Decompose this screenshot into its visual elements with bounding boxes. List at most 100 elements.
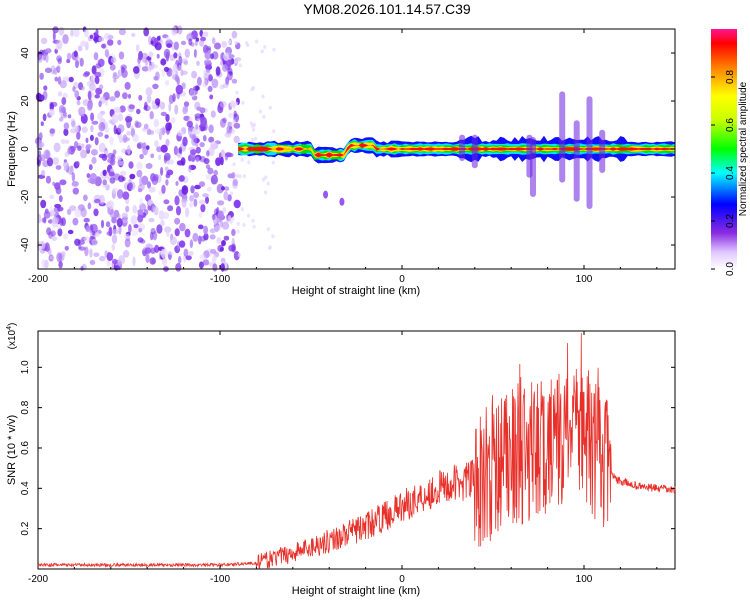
spectrogram-noise-blob xyxy=(44,208,49,214)
spectrogram-noise-blob xyxy=(160,58,167,66)
spectrogram-noise-blob xyxy=(203,72,209,82)
spectrogram-noise-blob xyxy=(172,93,176,103)
spectrogram-noise-blob xyxy=(165,36,171,41)
spectrogram-faint-blob xyxy=(264,190,268,195)
spectrogram-noise-blob xyxy=(177,130,184,137)
spectrogram-noise-blob xyxy=(87,202,92,210)
spectrogram-y-tick-label: 40 xyxy=(20,47,31,59)
colorbar-gradient xyxy=(711,29,737,269)
spectrogram-y-ticks: -40 -20 0 20 40 xyxy=(20,47,675,252)
spectrogram-noise-blob xyxy=(178,255,182,264)
spectrogram-noise-blob xyxy=(93,208,99,217)
spectrogram-noise-blob xyxy=(117,160,125,166)
spectrogram-x-tick-label: -100 xyxy=(210,274,230,285)
spectrogram-faint-blob xyxy=(235,90,239,95)
spectrogram-noise-blob xyxy=(149,257,156,265)
spectrogram-noise-blob xyxy=(117,124,125,133)
snr-x-tick-label: -200 xyxy=(28,574,48,585)
spectrogram-noise-blob xyxy=(225,76,230,86)
spectrogram-faint-blob xyxy=(251,124,255,129)
spectrogram-noise-blob xyxy=(158,210,165,220)
spectrogram-noise-blob xyxy=(227,68,233,75)
spectrogram-noise-blob xyxy=(89,82,96,91)
spectrogram-noise-blob xyxy=(174,75,180,82)
colorbar-tick-label: 0.2 xyxy=(725,214,736,228)
spectrogram-noise-blob xyxy=(219,100,227,108)
spectrogram-noise-blob xyxy=(220,118,226,128)
spectrogram-noise-blob xyxy=(221,186,225,191)
spectrogram-noise-blob xyxy=(152,231,158,241)
spectrogram-noise-blob xyxy=(64,245,70,251)
spectrogram-noise-blob xyxy=(233,199,241,209)
spectrogram-noise-blob xyxy=(138,94,143,101)
spectrogram-noise-blob xyxy=(233,122,241,129)
snr-multiplier-open: (x10 xyxy=(7,329,18,349)
spectrogram-noise-blob xyxy=(119,170,127,177)
spectrogram-noise-blob xyxy=(145,163,153,169)
spectrogram-faint-blob xyxy=(236,229,240,234)
spectrogram-noise-blob xyxy=(98,100,102,108)
spectrogram-noise-blob xyxy=(58,260,63,269)
spectrogram-noise-blob xyxy=(175,84,183,95)
spectrogram-noise-blob xyxy=(91,239,98,246)
spectrogram-noise-blob xyxy=(122,191,130,200)
spectrogram-noise-blob xyxy=(112,187,118,195)
spectrogram-noise-blob xyxy=(174,228,180,237)
spectrogram-faint-blob xyxy=(260,49,264,54)
spectrogram-noise-blob xyxy=(202,193,209,198)
spectrogram-noise-blob xyxy=(154,98,161,106)
spectrogram-noise-blob xyxy=(40,37,48,45)
spectrogram-noise-blob xyxy=(175,181,179,186)
spectrogram-noise-blob xyxy=(105,221,111,228)
spectrogram-noise-blob xyxy=(189,201,194,208)
spectrogram-noise-blob xyxy=(186,120,193,128)
spectrogram-noise-blob xyxy=(45,175,52,184)
spectrogram-noise-blob xyxy=(74,90,80,99)
spectrogram-noise-blob xyxy=(71,181,79,187)
spectrogram-noise-blob xyxy=(109,136,114,146)
spectrogram-noise-blob xyxy=(113,107,121,113)
spectrogram-faint-blob xyxy=(234,40,238,45)
spectrogram-noise-blob xyxy=(79,57,84,67)
spectrogram-noise-blob xyxy=(191,136,197,146)
spectrogram-noise-blob xyxy=(223,235,230,241)
spectrogram-noise-blob xyxy=(137,214,144,223)
spectrogram-noise-blob xyxy=(183,60,188,66)
spectrogram-faint-blob xyxy=(232,104,236,109)
spectrogram-noise-blob xyxy=(217,200,225,206)
spectrogram-noise-blob xyxy=(73,28,80,38)
spectrogram-faint-blob xyxy=(242,174,246,178)
spectrogram-x-tick-label: 0 xyxy=(399,274,405,285)
spectrogram-noise-blob xyxy=(147,105,152,111)
spectrogram-noise-blob xyxy=(128,161,134,169)
spectrogram-noise-blob xyxy=(174,217,181,225)
spectrogram-noise-blob xyxy=(198,181,206,188)
spectrogram-noise-blob xyxy=(191,70,198,79)
spectrogram-noise-blob xyxy=(111,234,118,244)
spectrogram-noise-blob xyxy=(231,228,236,237)
spectrogram-noise-blob xyxy=(153,118,160,128)
spectrogram-noise-blob xyxy=(109,177,116,184)
spectrogram-noise-blob xyxy=(127,145,131,155)
spectrogram-noise-blob xyxy=(132,204,138,214)
spectrogram-noise-blob xyxy=(220,149,225,158)
spectrogram-noise-blob xyxy=(87,101,93,111)
spectrogram-noise-blob xyxy=(160,144,168,153)
spectrogram-noise-blob xyxy=(41,217,47,223)
snr-x-tick-label: 0 xyxy=(399,574,405,585)
spectrogram-noise-blob xyxy=(87,90,92,101)
spectrogram-faint-blob xyxy=(272,129,276,134)
spectrogram-noise-blob xyxy=(74,208,82,218)
spectrogram-noise-blob xyxy=(58,26,65,36)
spectrogram-noise-blob xyxy=(128,224,132,234)
spectrogram-noise-blob xyxy=(135,44,140,52)
spectrogram-noise-blob xyxy=(117,213,121,219)
spectrogram-noise-blob xyxy=(163,157,168,162)
spectrogram-noise-blob xyxy=(165,114,170,122)
spectrogram-noise-blob xyxy=(66,52,72,61)
spectrogram-noise-blob xyxy=(200,203,206,213)
spectrogram-noise-blob xyxy=(151,100,156,107)
spectrogram-noise-blob xyxy=(112,72,118,77)
spectrogram-noise-blob xyxy=(77,45,83,52)
spectrogram-faint-blob xyxy=(261,177,266,182)
